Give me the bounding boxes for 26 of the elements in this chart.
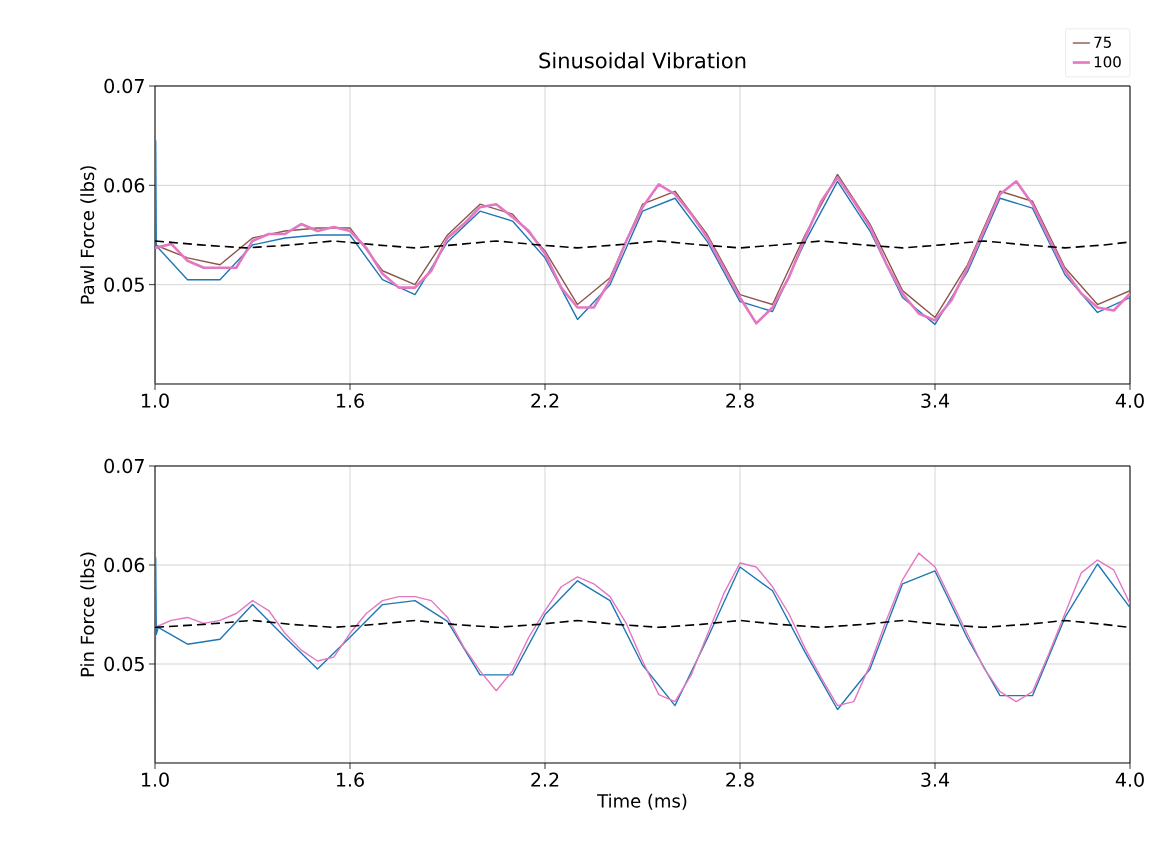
y-tick-label: 0.07 xyxy=(104,78,144,94)
x-tick-label: 4.0 xyxy=(1115,772,1144,787)
x-tick-label: 2.2 xyxy=(531,393,559,408)
y-axis-title: Pawl Force (lbs) xyxy=(80,166,97,304)
x-tick-label: 1.0 xyxy=(141,393,169,408)
x-tick-label: 2.8 xyxy=(726,393,754,408)
x-axis-title: Time (ms) xyxy=(597,793,687,810)
y-axis-title: Pin Force (lbs) xyxy=(80,552,97,677)
line-series xyxy=(155,552,1130,707)
legend-label: 100 xyxy=(1094,56,1121,68)
legend-label: 75 xyxy=(1094,36,1111,48)
x-tick-label: 1.6 xyxy=(336,772,364,787)
chart-title: Sinusoidal Vibration xyxy=(539,52,746,69)
x-tick-label: 4.0 xyxy=(1115,393,1144,408)
x-tick-label: 1.6 xyxy=(336,393,364,408)
x-tick-label: 1.0 xyxy=(141,772,169,787)
y-tick-label: 0.05 xyxy=(104,656,144,672)
line-series xyxy=(155,557,1130,763)
x-tick-label: 3.4 xyxy=(921,772,950,787)
x-tick-label: 2.8 xyxy=(726,772,754,787)
y-tick-label: 0.05 xyxy=(104,277,144,292)
x-tick-label: 3.4 xyxy=(921,393,950,408)
x-tick-label: 2.2 xyxy=(531,772,559,787)
y-tick-label: 0.06 xyxy=(104,557,145,573)
y-tick-label: 0.07 xyxy=(104,458,144,474)
y-tick-label: 0.06 xyxy=(104,178,145,193)
